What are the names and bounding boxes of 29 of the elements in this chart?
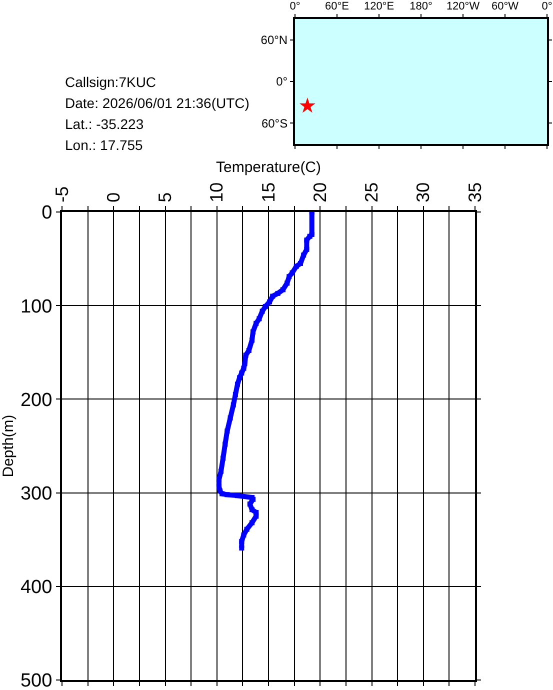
x-tick-label: 10 — [206, 182, 227, 202]
y-tick-label: 500 — [20, 670, 52, 690]
y-axis-title: Depth(m) — [0, 414, 17, 478]
y-tick-label: 60°S — [261, 116, 288, 130]
y-tick-label: 0° — [276, 74, 288, 89]
text: Lat.: -35.223 — [65, 116, 144, 132]
x-axis-title: Temperature(C) — [216, 159, 322, 176]
x-tick-label: 0 — [103, 192, 124, 202]
y-tick-label: 100 — [20, 296, 52, 318]
x-tick-label: 15 — [258, 182, 278, 202]
x-tick-label: 0° — [290, 0, 300, 13]
x2-tick-label: 120°W — [446, 0, 480, 13]
text: Lon.: 17.755 — [65, 137, 144, 153]
y-tick-label: 60°N — [260, 33, 288, 48]
text: Callsign:7KUC — [65, 74, 156, 90]
y-tick-label: 400 — [20, 577, 52, 598]
x2-tick-label: 60°W — [491, 0, 520, 13]
x-tick-label: -5 — [52, 186, 72, 202]
y-tick-label: 300 — [20, 483, 52, 504]
x-tick-label: 30 — [413, 182, 434, 202]
x-tick-label: 60°E — [325, 0, 349, 13]
x-tick-label: 120°E — [364, 0, 394, 13]
x-tick-label: 25 — [362, 182, 382, 202]
y-tick-label: 200 — [20, 390, 52, 411]
x-tick-label: 35 — [464, 182, 485, 202]
text: Date: 2026/06/01 21:36(UTC) — [65, 95, 250, 111]
x-tick-label: 180° — [410, 0, 432, 13]
x-tick-label: 5 — [155, 192, 176, 202]
x-tick-label: 20 — [310, 182, 330, 202]
